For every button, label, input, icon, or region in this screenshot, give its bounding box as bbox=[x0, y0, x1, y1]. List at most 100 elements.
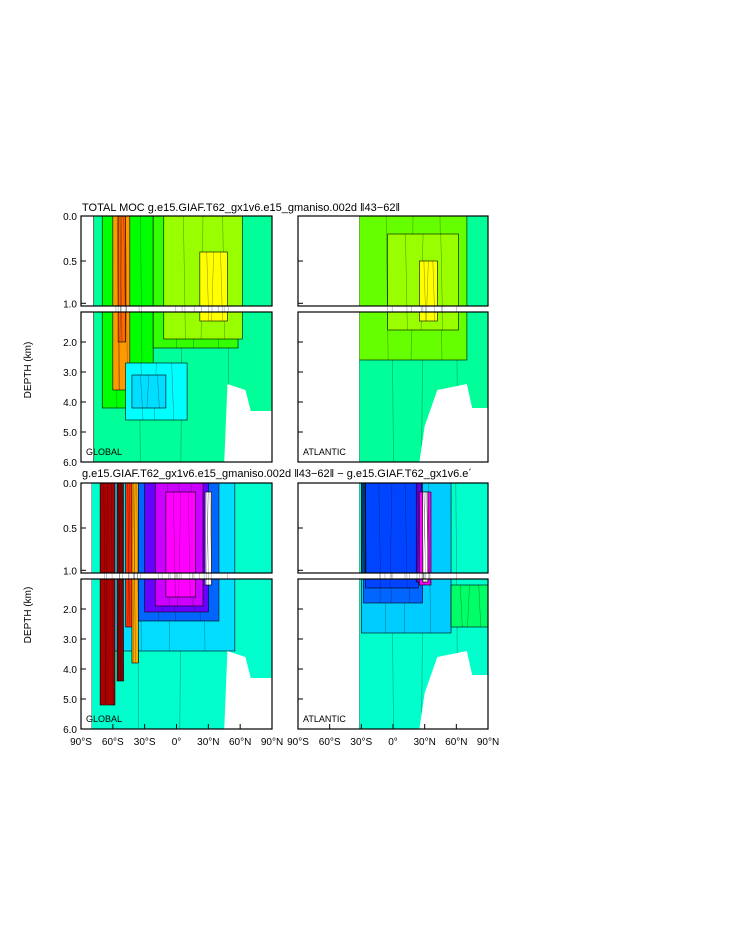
x-tick-label: 30°S bbox=[350, 737, 372, 748]
contour-line bbox=[432, 260, 436, 322]
panel-frame bbox=[80, 311, 273, 463]
contour-line bbox=[209, 491, 213, 586]
contour-line bbox=[157, 374, 160, 409]
contour-line bbox=[423, 260, 427, 322]
y-tick-label: 4.0 bbox=[63, 398, 77, 409]
heatmap-region bbox=[165, 491, 196, 574]
x-tick-label: 30°S bbox=[134, 737, 156, 748]
contour-line bbox=[460, 584, 463, 628]
contour-line bbox=[416, 483, 420, 583]
contour-line bbox=[378, 483, 381, 589]
contour-line bbox=[467, 584, 470, 628]
contour-line bbox=[423, 491, 427, 583]
y-tick-label: 0.0 bbox=[63, 212, 77, 223]
heatmap-bottom-atlantic bbox=[298, 483, 488, 729]
axis-ticks: 0.0 0.5 1.0 2.0 3.0 4.0 5.0 6.0 0.0 0.5 1.0 2.0 3.0 4… bbox=[63, 212, 499, 748]
contour-line bbox=[362, 483, 365, 574]
y-tick-label: 4.0 bbox=[63, 665, 77, 676]
heatmap-region bbox=[199, 311, 228, 322]
y-tick-label: 3.0 bbox=[63, 368, 77, 379]
heatmap-region bbox=[131, 374, 167, 409]
seafloor-mask bbox=[224, 651, 272, 729]
contour-line bbox=[206, 251, 209, 322]
land-mask bbox=[81, 483, 92, 729]
x-tick-label: 30°N bbox=[413, 737, 435, 748]
heatmap-top-global bbox=[81, 216, 272, 462]
x-tick-label: 30°N bbox=[197, 737, 219, 748]
panel-label-atlantic-top: ATLANTIC bbox=[303, 447, 346, 457]
contour-line bbox=[121, 483, 125, 682]
contour-line bbox=[171, 362, 174, 421]
y-tick-label: 2.0 bbox=[63, 605, 77, 616]
contour-line bbox=[103, 483, 107, 706]
contour-line bbox=[426, 260, 429, 322]
contour-line bbox=[140, 374, 143, 409]
contour-line bbox=[206, 491, 209, 586]
y-tick-label: 6.0 bbox=[63, 725, 77, 736]
panel-frames bbox=[80, 215, 489, 730]
contour-line bbox=[146, 374, 150, 409]
panel-frame bbox=[297, 311, 489, 463]
heatmap-top-atlantic bbox=[298, 216, 488, 462]
chart-title-bottom: g.e15.GIAF.T62_gx1v6.e15_gmaniso.002d ‖4… bbox=[82, 468, 472, 480]
heatmap-region bbox=[365, 578, 419, 589]
contour-line bbox=[385, 216, 389, 361]
contour-line bbox=[183, 216, 186, 340]
y-tick-label: 0.5 bbox=[63, 257, 77, 268]
contour-line bbox=[111, 483, 114, 706]
y-tick-label: 5.0 bbox=[63, 428, 77, 439]
contour-line bbox=[478, 584, 481, 628]
x-tick-label: 90°N bbox=[477, 737, 499, 748]
contour-line bbox=[440, 233, 443, 331]
heatmap-region bbox=[365, 483, 419, 574]
y-axis-label-top: DEPTH (km) bbox=[23, 342, 34, 399]
contour-line bbox=[105, 483, 108, 706]
x-tick-label: 90°S bbox=[70, 737, 92, 748]
panel-label-global-bottom: GLOBAL bbox=[86, 714, 122, 724]
x-tick-label: 0° bbox=[388, 737, 398, 748]
contour-line bbox=[127, 483, 131, 628]
y-tick-label: 1.0 bbox=[63, 566, 77, 577]
contour-line bbox=[118, 483, 121, 682]
panel-label-global-top: GLOBAL bbox=[86, 447, 122, 457]
y-axis-label-bottom: DEPTH (km) bbox=[23, 587, 34, 644]
contour-line bbox=[389, 483, 393, 589]
seafloor-mask bbox=[419, 384, 488, 462]
y-tick-label: 1.0 bbox=[63, 299, 77, 310]
x-tick-label: 60°S bbox=[319, 737, 341, 748]
contour-line bbox=[364, 483, 367, 574]
contour-line bbox=[118, 483, 121, 682]
contour-line bbox=[220, 251, 223, 322]
contour-line bbox=[427, 491, 431, 586]
chart-title-top: TOTAL MOC g.e15.GIAF.T62_gx1v6.e15_gmani… bbox=[82, 202, 400, 214]
x-tick-label: 90°N bbox=[261, 737, 283, 748]
y-tick-label: 0.0 bbox=[63, 479, 77, 490]
heatmap-region bbox=[422, 491, 429, 574]
contour-line bbox=[123, 216, 126, 343]
contour-line bbox=[422, 491, 426, 583]
heatmap-region bbox=[199, 251, 228, 307]
contour-line bbox=[405, 233, 408, 331]
contour-line bbox=[211, 251, 214, 322]
heatmap-region bbox=[450, 584, 488, 628]
contour-line bbox=[206, 491, 209, 586]
contour-line bbox=[361, 483, 364, 574]
heatmap-region bbox=[419, 260, 438, 307]
y-tick-label: 2.0 bbox=[63, 338, 77, 349]
seafloor-mask bbox=[224, 384, 272, 462]
panel-label-atlantic-bottom: ATLANTIC bbox=[303, 714, 346, 724]
x-tick-label: 90°S bbox=[287, 737, 309, 748]
y-tick-label: 0.5 bbox=[63, 524, 77, 535]
contour-line bbox=[426, 491, 429, 583]
contour-line bbox=[404, 483, 408, 589]
heatmap-region bbox=[165, 578, 196, 598]
heatmap-region bbox=[204, 578, 212, 586]
contour-line bbox=[119, 216, 123, 343]
land-mask bbox=[298, 483, 360, 729]
y-tick-label: 6.0 bbox=[63, 458, 77, 469]
x-tick-label: 60°S bbox=[102, 737, 124, 748]
land-mask bbox=[298, 216, 360, 462]
x-tick-label: 0° bbox=[172, 737, 182, 748]
y-tick-label: 3.0 bbox=[63, 635, 77, 646]
